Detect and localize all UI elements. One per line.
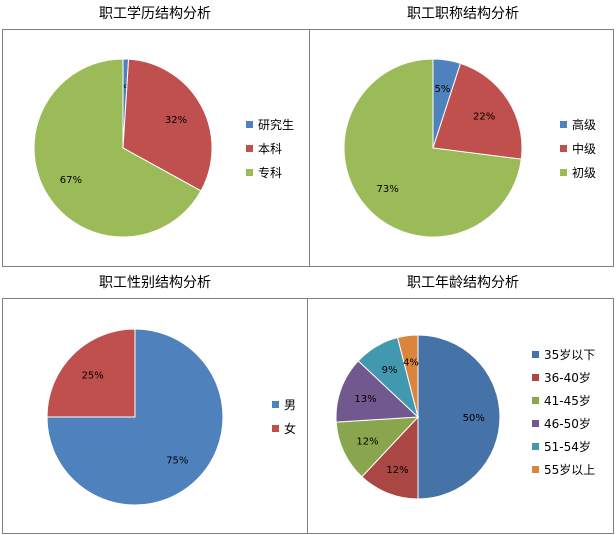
legend-swatch-初级 [560, 169, 567, 176]
data-label-中级: 22% [473, 112, 495, 123]
legend-label-46-50岁: 46-50岁 [544, 416, 591, 431]
data-label-研究生: 1% [117, 84, 133, 95]
pie-slice-55岁以上 [396, 334, 419, 418]
legend-swatch-高级 [560, 121, 567, 128]
legend-swatch-46-50岁 [532, 420, 539, 427]
chart-panel-gender: 75% 25% 男女 [2, 298, 308, 534]
legend-label-中级: 中级 [572, 141, 596, 156]
legend-swatch-35岁以下 [532, 351, 539, 358]
chart-title-professional-rank: 职工职称结构分析 [407, 6, 519, 22]
legend-swatch-研究生 [246, 121, 253, 128]
pie-chart-gender: 75% 25% 男女 [46, 328, 296, 506]
legend-swatch-51-54岁 [532, 443, 539, 450]
chart-title-age: 职工年龄结构分析 [407, 275, 519, 291]
pie-slice-46-50岁 [335, 360, 420, 423]
chart-panel-age: 50% 12% 12% 13% 9% 4% 35岁以下 36-40岁 41-45岁 46-50岁 5… [307, 298, 614, 534]
legend-label-35岁以下: 35岁以下 [544, 347, 595, 362]
legend-swatch-男 [272, 401, 279, 408]
data-label-高级: 5% [435, 84, 451, 95]
data-label-女: 25% [82, 371, 104, 382]
pie-slice-专科 [33, 58, 202, 238]
chart-title-gender: 职工性别结构分析 [99, 275, 211, 291]
legend-swatch-55岁以上 [532, 466, 539, 473]
pie-chart-age: 50% 12% 12% 13% 9% 4% 35岁以下 36-40岁 41-45岁 46-50岁 5… [335, 334, 595, 500]
data-label-51-54岁: 9% [382, 365, 398, 376]
data-label-专科: 67% [60, 175, 82, 186]
pie-slice-36-40岁 [361, 415, 419, 500]
data-label-35岁以下: 50% [463, 413, 485, 424]
legend-label-女: 女 [284, 421, 296, 436]
pie-slice-41-45岁 [335, 416, 420, 478]
legend-swatch-41-45岁 [532, 397, 539, 404]
legend-swatch-本科 [246, 145, 253, 152]
legend-label-高级: 高级 [572, 117, 596, 132]
legend-label-研究生: 研究生 [258, 117, 294, 132]
legend-swatch-中级 [560, 145, 567, 152]
chart-title-education: 职工学历结构分析 [99, 6, 211, 22]
data-label-46-50岁: 13% [354, 394, 376, 405]
pie-slice-35岁以下 [417, 334, 501, 500]
pie-slice-本科 [122, 58, 213, 192]
pie-slice-初级 [343, 58, 522, 238]
legend-swatch-36-40岁 [532, 374, 539, 381]
legend-swatch-专科 [246, 169, 253, 176]
legend-swatch-女 [272, 425, 279, 432]
pie-slice-女 [46, 328, 136, 418]
legend-label-初级: 初级 [572, 166, 596, 180]
data-label-本科: 32% [165, 115, 187, 126]
chart-panel-professional-rank: 5% 22% 73% 高级中级初级 [309, 29, 614, 267]
data-label-36-40岁: 12% [386, 465, 408, 476]
pie-slice-中级 [432, 62, 523, 160]
legend-label-男: 男 [284, 398, 296, 412]
data-label-男: 75% [166, 455, 188, 466]
data-label-55岁以上: 4% [403, 358, 419, 369]
data-label-初级: 73% [376, 184, 398, 195]
legend-label-41-45岁: 41-45岁 [544, 393, 591, 408]
legend-label-55岁以上: 55岁以上 [544, 462, 595, 477]
legend-label-51-54岁: 51-54岁 [544, 439, 591, 454]
chart-panel-education: 1% 32% 67% 研究生本科专科 [2, 29, 310, 267]
legend-label-本科: 本科 [258, 142, 282, 156]
legend-label-36-40岁: 36-40岁 [544, 370, 591, 385]
data-label-41-45岁: 12% [356, 437, 378, 448]
legend-label-专科: 专科 [258, 165, 282, 180]
